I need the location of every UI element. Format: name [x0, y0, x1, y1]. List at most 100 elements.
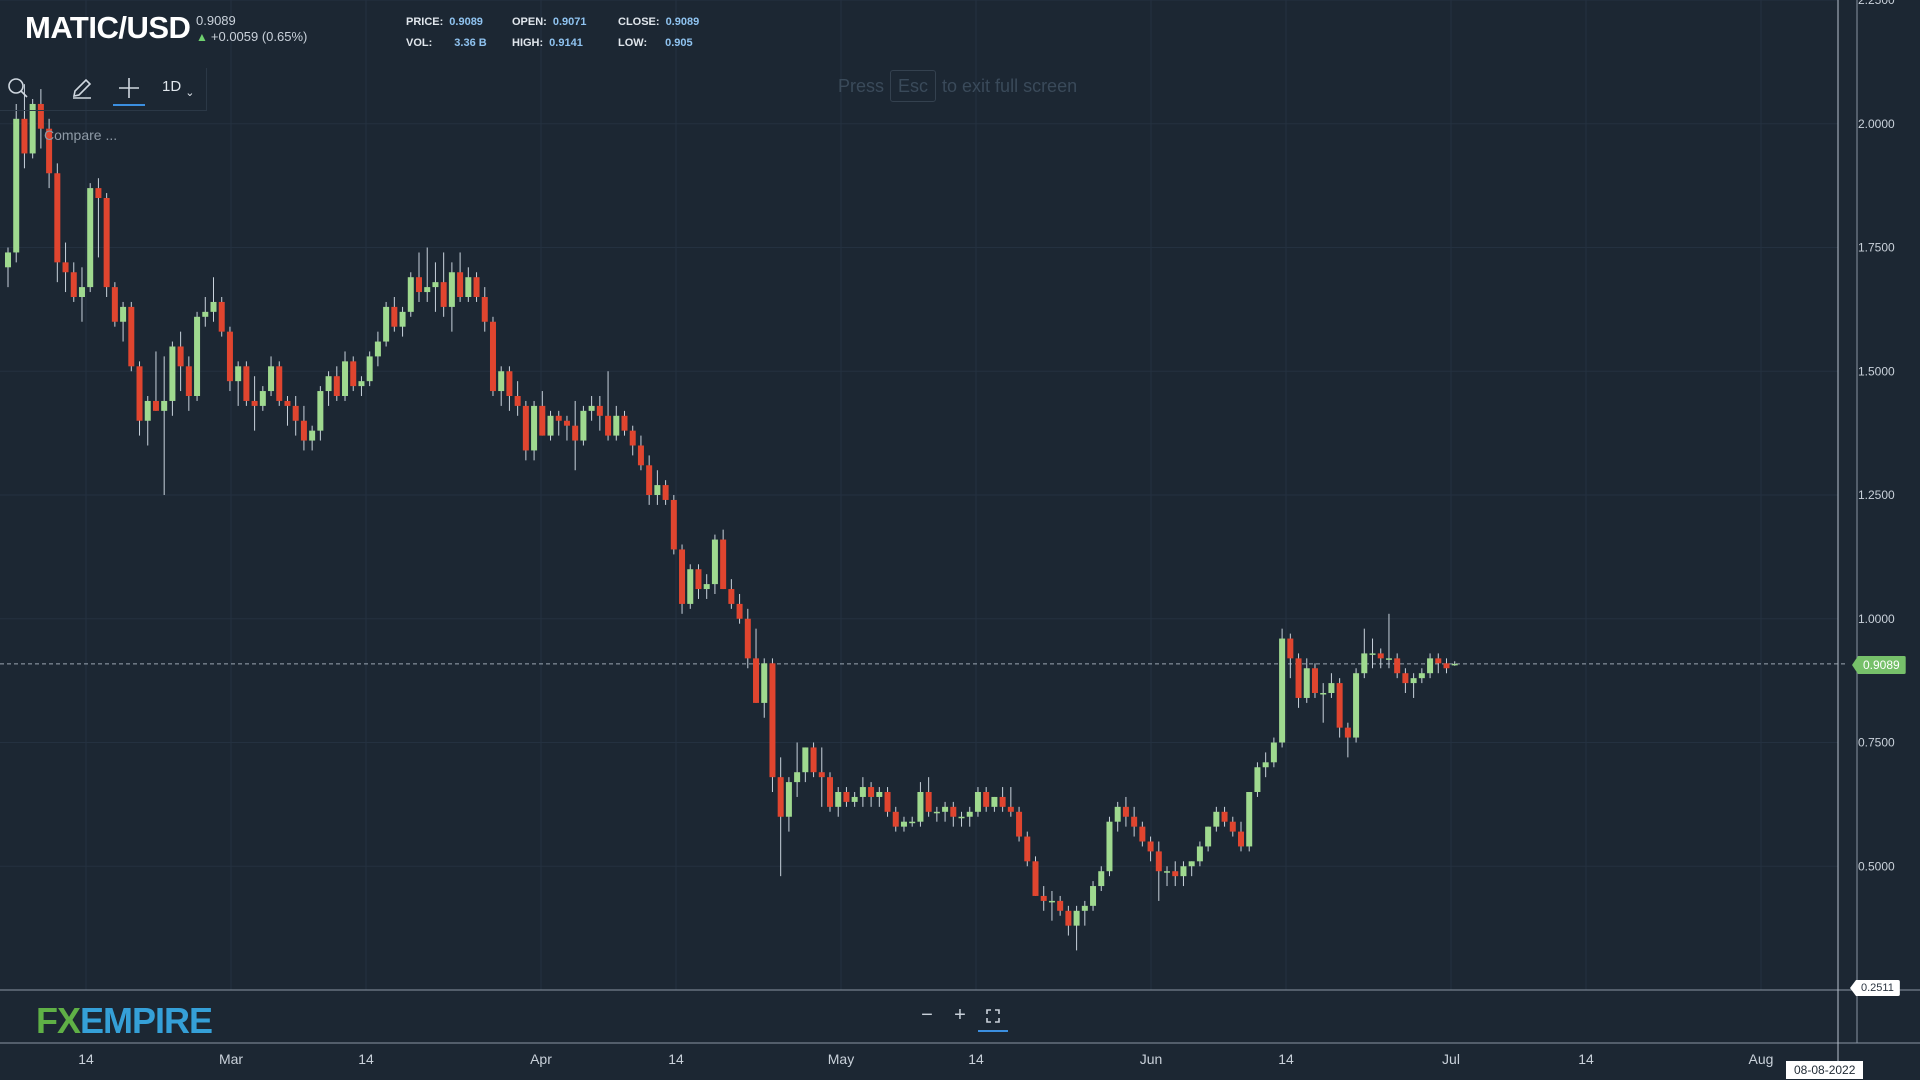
candle-body [646, 465, 653, 495]
candle [950, 801, 957, 827]
candle [621, 410, 628, 436]
candle-body [333, 376, 340, 396]
candle-body [1427, 658, 1434, 674]
candle [13, 103, 20, 263]
candle-body [1394, 658, 1401, 674]
candle [276, 361, 283, 406]
candle-body [309, 430, 316, 441]
x-tick-label: May [828, 1051, 854, 1067]
crosshair-icon[interactable] [113, 72, 145, 106]
compare-link[interactable]: Compare ... [44, 127, 118, 143]
candle [268, 356, 275, 396]
candle [62, 242, 69, 293]
candle [1180, 861, 1187, 887]
search-icon[interactable] [2, 72, 34, 104]
candle [54, 163, 61, 283]
candle [925, 777, 932, 817]
candle-body [1213, 811, 1220, 827]
timeframe-select[interactable]: 1D ⌄ [162, 78, 194, 99]
candle-body [1065, 910, 1072, 926]
candle-body [5, 252, 11, 268]
stat-open-value: 0.9071 [552, 16, 587, 28]
candle-body [1188, 861, 1195, 867]
stat-low: LOW: 0.905 [618, 37, 693, 49]
candle-body [358, 381, 365, 387]
candle-body [662, 485, 669, 500]
candle-body [29, 103, 36, 154]
candle-body [711, 539, 718, 585]
candle [506, 366, 513, 411]
candle [835, 787, 842, 817]
candle [185, 356, 192, 411]
candle-body [128, 306, 135, 367]
candle [794, 742, 801, 797]
fit-screen-button[interactable] [978, 1004, 1008, 1032]
candle-body [1402, 673, 1409, 684]
candle [769, 658, 776, 792]
candle-body [761, 663, 768, 703]
candle [605, 371, 612, 441]
candle-body [13, 118, 20, 253]
candle-body [958, 816, 965, 819]
candle [399, 306, 406, 337]
candle-body [292, 405, 299, 421]
candle-body [917, 792, 924, 822]
candle-body [563, 420, 570, 426]
candle-body [1131, 816, 1138, 827]
candle [613, 405, 620, 441]
chart-toolbar [0, 68, 207, 111]
logo-fx: FX [36, 1000, 81, 1041]
stat-price: PRICE: 0.9089 [406, 16, 483, 28]
candle [391, 297, 398, 332]
candle-body [399, 311, 406, 327]
candle-body [1205, 826, 1212, 847]
y-tick-label: 2.2500 [1858, 0, 1895, 7]
candle-body [637, 445, 644, 466]
candle-body [416, 277, 422, 293]
y-tick-label: 2.0000 [1858, 117, 1895, 131]
x-tick-label: 14 [358, 1051, 374, 1067]
candle-body [868, 787, 875, 797]
zoom-in-button[interactable]: + [954, 1004, 966, 1026]
candle-body [753, 658, 760, 703]
candle-body [547, 415, 554, 436]
candle [21, 84, 28, 169]
candle-body [276, 366, 283, 401]
stat-price-value: 0.9089 [449, 16, 483, 28]
candle [95, 178, 102, 258]
candle-body [1032, 861, 1039, 896]
candle-body [1098, 871, 1105, 887]
candle [1246, 792, 1253, 852]
candle-body [1238, 831, 1244, 847]
candle [1238, 821, 1244, 852]
candle [1353, 668, 1360, 743]
candle [5, 247, 11, 288]
candle [1139, 821, 1146, 847]
candle [1098, 866, 1105, 891]
candle-body [769, 663, 776, 778]
candle [1081, 900, 1088, 926]
candle [300, 405, 307, 451]
candle-body [235, 366, 242, 382]
candle-body [1451, 663, 1458, 666]
candle [498, 366, 505, 406]
stat-low-value: 0.905 [665, 37, 693, 49]
candle-body [1287, 638, 1294, 659]
pencil-icon[interactable] [66, 72, 98, 104]
candle [152, 351, 159, 411]
zoom-out-button[interactable]: − [921, 1004, 933, 1026]
candle-body [152, 400, 159, 411]
chevron-down-icon: ⌄ [185, 87, 195, 99]
candle [1172, 861, 1179, 887]
candle-body [1254, 767, 1261, 792]
candle [917, 782, 924, 827]
candle [1254, 762, 1261, 797]
candle [687, 564, 694, 609]
candle-body [78, 287, 85, 297]
candle [317, 386, 324, 441]
candle-body [448, 272, 455, 307]
candle [120, 301, 127, 342]
candle [596, 396, 603, 431]
